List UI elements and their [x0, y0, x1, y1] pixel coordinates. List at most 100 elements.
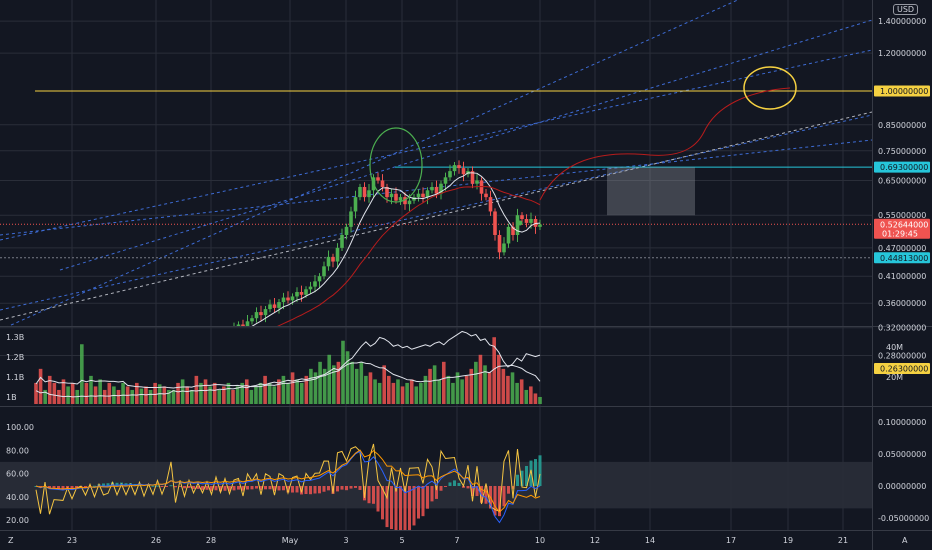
volume-bar [217, 389, 222, 404]
candle-body [228, 331, 232, 333]
volume-bar [377, 382, 382, 404]
histogram-bar [475, 486, 479, 497]
candle-body [304, 289, 308, 295]
histogram-bar [165, 486, 168, 487]
timezone-corner-label: Z [8, 536, 14, 545]
price-pane[interactable] [0, 0, 872, 378]
candle-body [520, 215, 524, 220]
histogram-bar [340, 486, 344, 490]
x-tick-label: 21 [838, 536, 848, 545]
x-tick-label: 5 [399, 536, 404, 545]
volume-bar [538, 396, 542, 404]
candle-body [367, 190, 371, 198]
candle-body [317, 276, 322, 282]
histogram-bar [156, 485, 159, 487]
histogram-bar [57, 486, 60, 489]
price-tick-label: 1.20000000 [878, 49, 926, 58]
volume-bar [162, 386, 167, 404]
histogram-bar [417, 486, 420, 519]
projection-box [607, 167, 695, 216]
histogram-bar [520, 470, 524, 486]
histogram-bar [507, 486, 510, 494]
volume-bar [478, 354, 483, 404]
candle-body [286, 297, 290, 301]
volume-bar [391, 382, 396, 404]
candle-body [254, 312, 259, 319]
candle-body [443, 177, 448, 184]
histogram-bar [354, 486, 357, 488]
volume-pane[interactable] [34, 330, 542, 404]
volume-bar [208, 386, 212, 404]
histogram-bar [219, 486, 222, 492]
candle-body [259, 312, 263, 316]
candle-body [358, 186, 362, 198]
histogram-bar [345, 486, 348, 491]
highlight-ellipse-green [369, 127, 423, 203]
osc-tick-label-right: 0.05000000 [878, 450, 926, 459]
candle-body [178, 343, 182, 347]
volume-bar [244, 379, 249, 404]
signal-dot [517, 220, 523, 226]
histogram-bar [174, 486, 177, 488]
price-tag [874, 252, 930, 264]
volume-bar [515, 382, 519, 404]
volume-bar [102, 389, 107, 404]
volume-bar [281, 375, 286, 404]
volume-bar [345, 351, 350, 404]
candle-body [533, 219, 538, 227]
candle-body [425, 190, 430, 198]
candle-body [223, 331, 227, 336]
price-tag-label: 0.44813000 [880, 254, 928, 263]
candle-body [493, 211, 497, 235]
volume-bar [496, 354, 501, 404]
candle-body [142, 359, 146, 361]
volume-bar [451, 382, 455, 404]
trendline [7, 0, 739, 326]
candle-body [335, 247, 340, 262]
candle-body [93, 367, 97, 369]
volume-bar [258, 382, 263, 404]
histogram-bar [376, 486, 380, 512]
price-tag-label: 0.26300000 [880, 364, 928, 373]
candle-body [538, 224, 542, 227]
volume-bar [80, 344, 84, 404]
volume-bar [203, 379, 208, 404]
currency-badge[interactable]: USD [893, 4, 919, 15]
candle-body [245, 321, 250, 326]
candle-body [277, 302, 281, 308]
candle-body [421, 193, 425, 198]
oscillator-pane[interactable] [0, 443, 872, 535]
histogram-bar [259, 486, 263, 491]
volume-bar [57, 389, 61, 404]
price-tag-label: 1.00000000 [880, 87, 928, 96]
volume-bar [354, 368, 359, 404]
candle-body [340, 235, 344, 248]
candle-body [326, 256, 331, 267]
candle-body [376, 177, 380, 181]
histogram-bar [232, 486, 236, 491]
candle-body [250, 318, 254, 322]
candle-body [524, 219, 529, 223]
price-tag [874, 362, 930, 374]
osc-tick-label: 80.00 [6, 446, 29, 455]
candle-body [475, 180, 479, 184]
price-tag [874, 218, 930, 239]
histogram-bar [358, 486, 362, 490]
histogram-bar [399, 486, 402, 530]
volume-bar [400, 386, 405, 404]
histogram-bar [453, 480, 456, 486]
volume-bar [483, 365, 487, 404]
candle-body [205, 338, 209, 341]
volume-bar [277, 379, 281, 404]
volume-bar [167, 389, 171, 404]
x-tick-label: May [282, 536, 299, 545]
histogram-bar [241, 486, 245, 491]
volume-bar [510, 372, 515, 404]
candle-body [84, 368, 88, 370]
histogram-bar [444, 486, 447, 487]
histogram-bar [178, 486, 182, 487]
histogram-bar [421, 486, 425, 517]
volume-bar [304, 375, 309, 404]
candle-body [470, 171, 475, 184]
